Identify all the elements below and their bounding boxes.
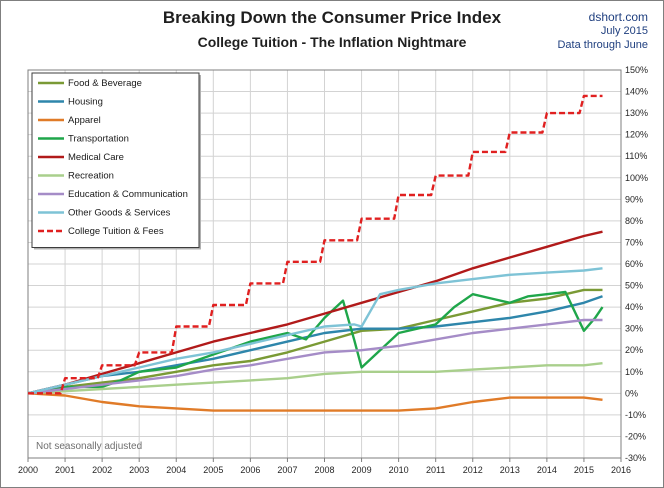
y-axis: -30% -20% -10% 0% 10% 20% 30% 40% 50% 60% 70% 80% 90… <box>625 65 648 463</box>
x-tick-label: 2007 <box>277 465 297 475</box>
y-tick-label: 140% <box>625 87 648 97</box>
y-tick-label: 30% <box>625 324 643 334</box>
y-tick-label: 20% <box>625 345 643 355</box>
y-tick-label: 130% <box>625 108 648 118</box>
chart-subtitle: College Tuition - The Inflation Nightmar… <box>197 34 467 50</box>
legend-label: College Tuition & Fees <box>68 226 164 237</box>
y-tick-label: 150% <box>625 65 648 75</box>
x-tick-label: 2002 <box>92 465 112 475</box>
legend-label: Education & Communication <box>68 189 188 200</box>
y-tick-label: 70% <box>625 237 643 247</box>
y-tick-label: 120% <box>625 130 648 140</box>
x-axis: 2000 2001 2002 2003 2004 2005 2006 2007 2008 2009… <box>18 458 631 475</box>
x-tick-label: 2015 <box>574 465 594 475</box>
y-tick-label: 60% <box>625 259 643 269</box>
x-tick-label: 2010 <box>389 465 409 475</box>
source-note: Data through June <box>557 39 648 51</box>
y-tick-label: 50% <box>625 281 643 291</box>
chart-title: Breaking Down the Consumer Price Index <box>162 8 502 27</box>
footnote: Not seasonally adjusted <box>36 441 142 452</box>
x-tick-label: 2013 <box>500 465 520 475</box>
series-line-college-tuition-fees <box>28 94 603 395</box>
source-site: dshort.com <box>588 10 648 24</box>
series-line-transportation <box>27 290 604 395</box>
x-tick-label: 2001 <box>55 465 75 475</box>
y-tick-label: 40% <box>625 302 643 312</box>
x-tick-label: 2000 <box>18 465 38 475</box>
x-tick-label: 2016 <box>611 465 631 475</box>
y-tick-label: -30% <box>625 453 646 463</box>
x-tick-label: 2011 <box>426 465 445 475</box>
x-tick-label: 2009 <box>352 465 372 475</box>
legend-label: Food & Beverage <box>68 78 142 89</box>
x-tick-label: 2006 <box>240 465 260 475</box>
x-tick-label: 2003 <box>129 465 149 475</box>
series-lines <box>27 94 604 412</box>
legend-label: Housing <box>68 97 103 108</box>
x-tick-label: 2012 <box>463 465 483 475</box>
y-tick-label: 90% <box>625 194 643 204</box>
x-tick-label: 2005 <box>203 465 223 475</box>
legend: Food & Beverage Housing Apparel Transportat… <box>31 72 201 250</box>
source-date: July 2015 <box>600 25 648 37</box>
y-tick-label: 110% <box>625 151 647 161</box>
legend-label: Transportation <box>68 134 129 145</box>
x-tick-label: 2008 <box>314 465 334 475</box>
y-tick-label: 80% <box>625 216 643 226</box>
series-line-education-communication <box>27 318 603 395</box>
x-tick-label: 2004 <box>166 465 186 475</box>
series-line-food-beverage <box>27 288 603 395</box>
legend-label: Other Goods & Services <box>68 208 171 219</box>
y-tick-label: 100% <box>625 173 648 183</box>
series-line-other-goods-services <box>27 267 603 395</box>
y-tick-label: -20% <box>625 431 646 441</box>
series-line-housing <box>27 295 603 395</box>
y-tick-label: 0% <box>625 388 638 398</box>
y-tick-label: 10% <box>625 367 643 377</box>
series-line-recreation <box>27 362 603 395</box>
x-tick-label: 2014 <box>537 465 557 475</box>
series-line-medical-care <box>27 230 603 395</box>
legend-label: Apparel <box>68 115 101 126</box>
y-tick-label: -10% <box>625 410 646 420</box>
series-line-apparel <box>27 392 603 412</box>
legend-label: Medical Care <box>68 152 124 163</box>
legend-label: Recreation <box>68 171 114 182</box>
